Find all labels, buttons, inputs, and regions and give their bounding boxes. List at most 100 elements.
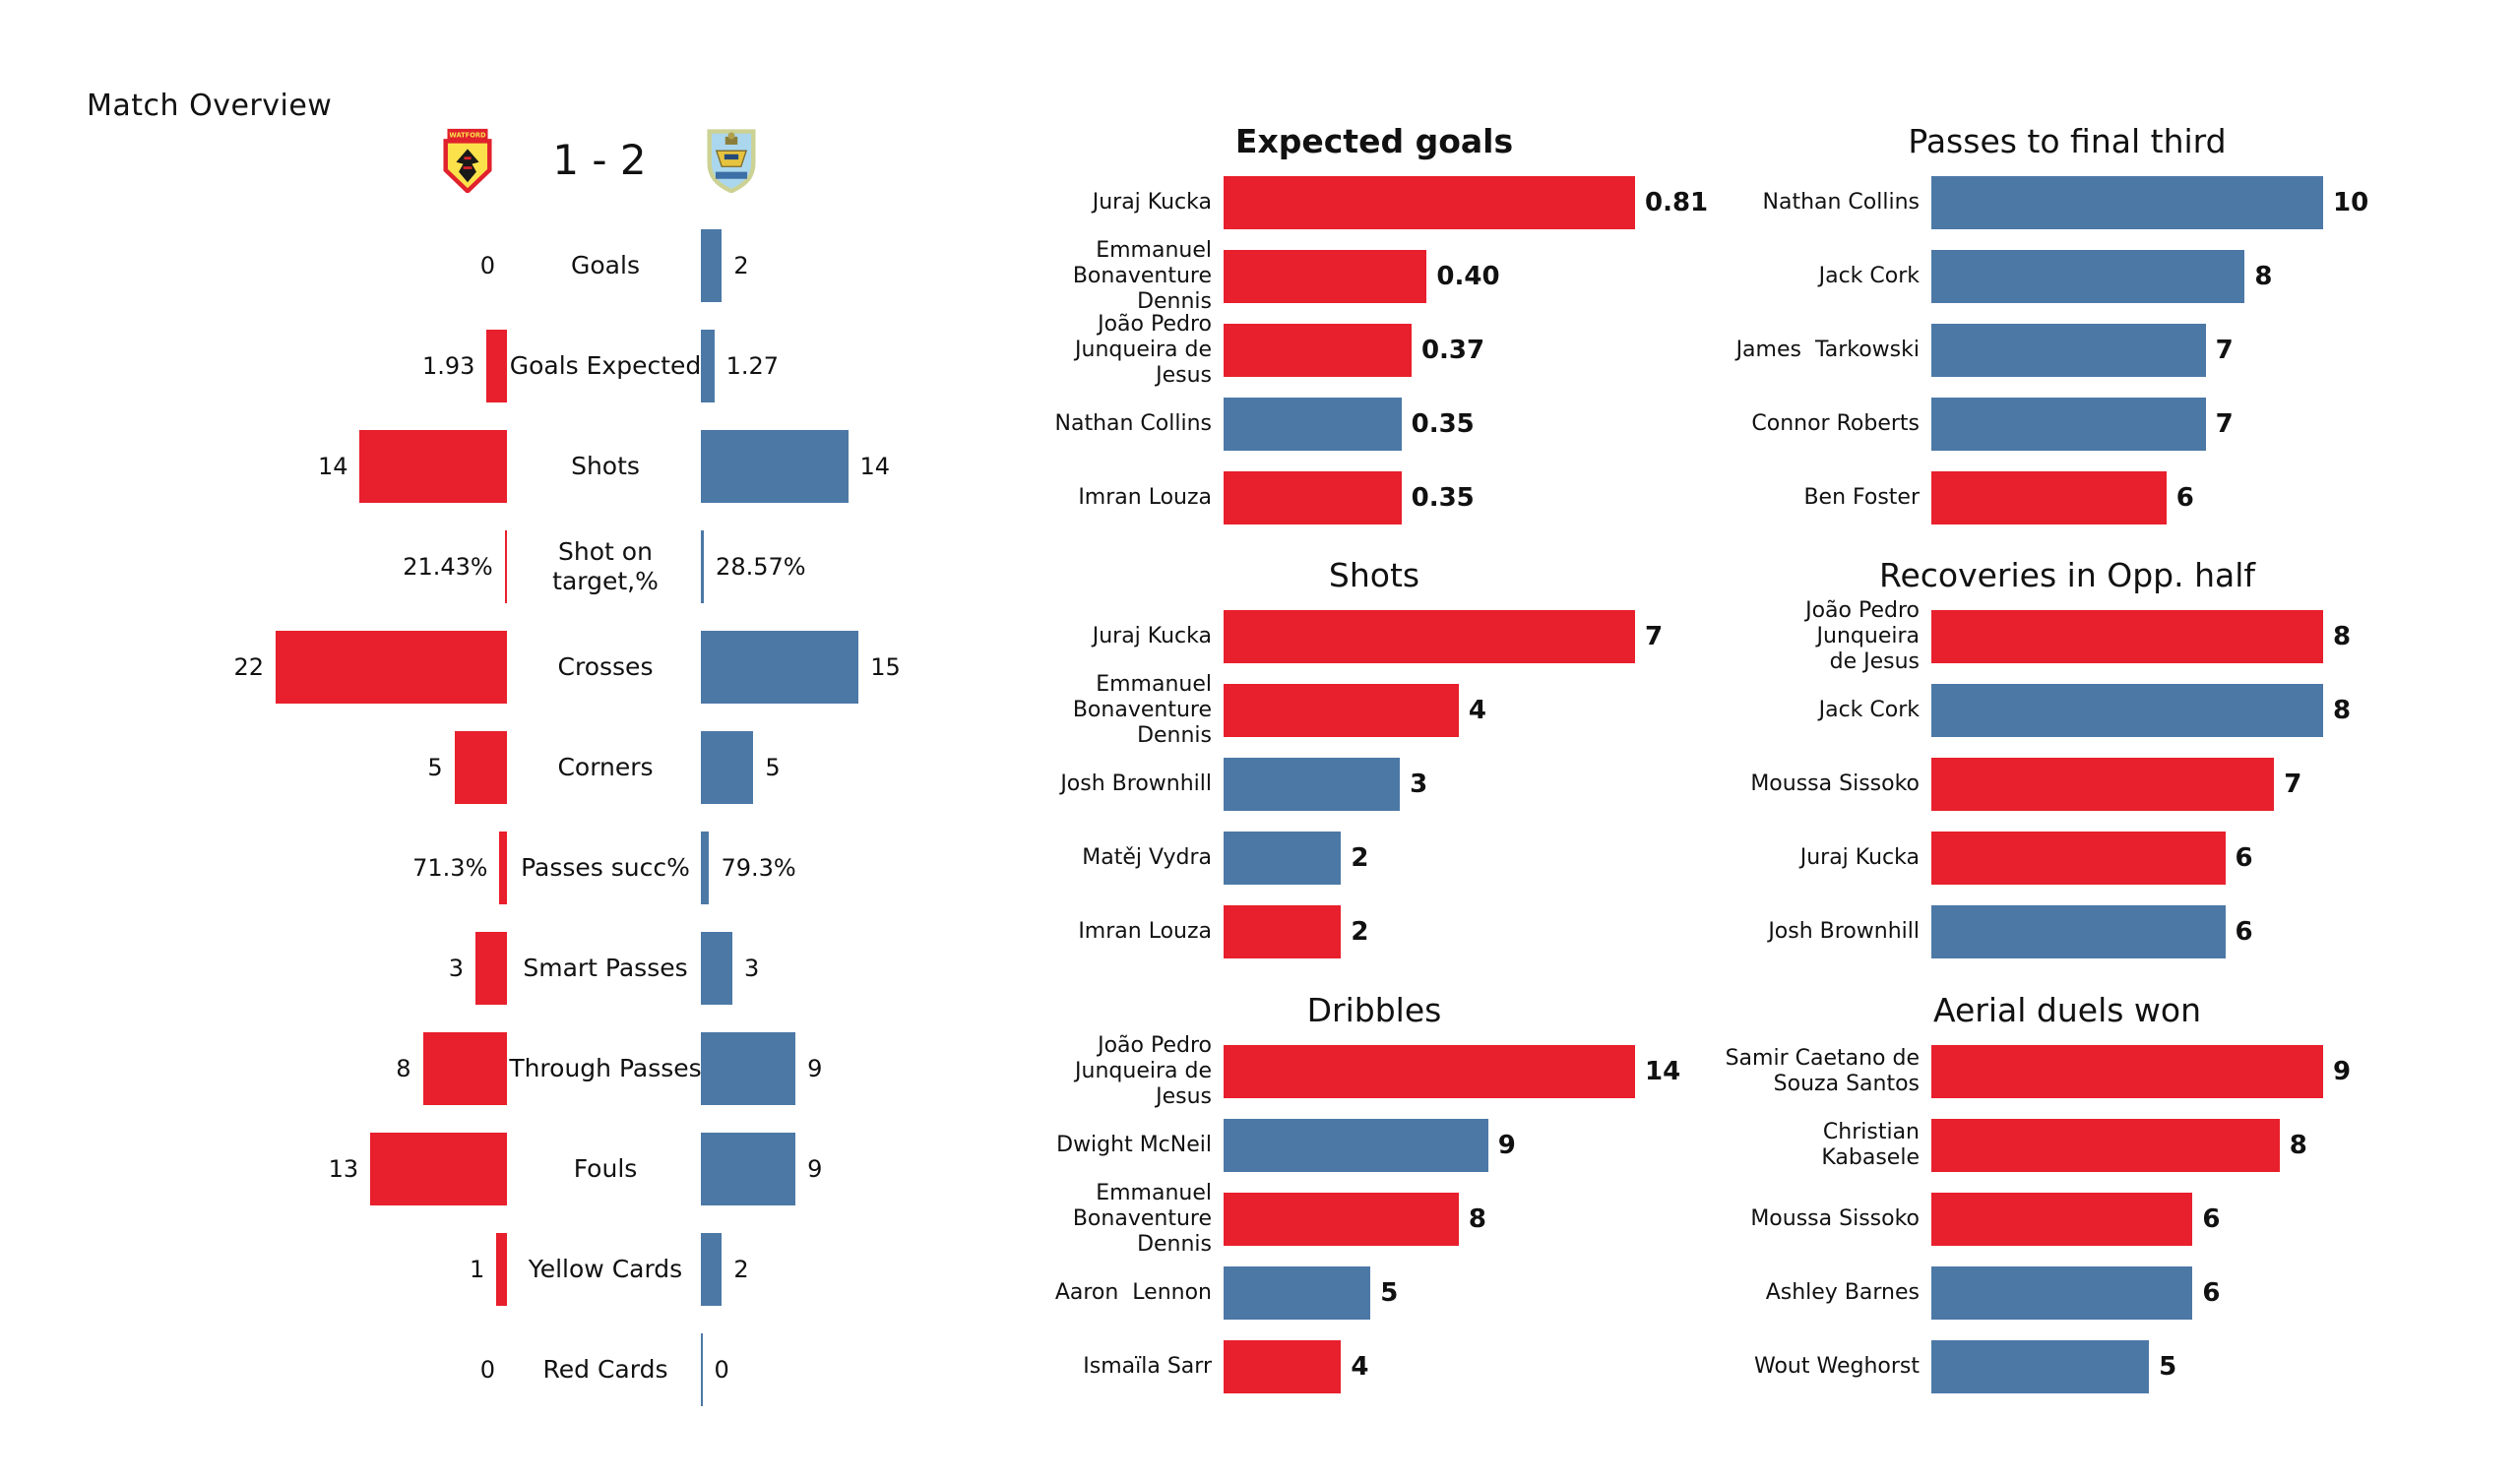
- value-label: 8: [2289, 1131, 2307, 1160]
- chart-expected_goals: Expected goals Juraj Kucka 0.81 Emmanuel…: [1014, 110, 1708, 548]
- player-label: Ben Foster: [1803, 485, 1920, 510]
- stat-label: Corners: [557, 753, 654, 781]
- player-bar: [1931, 758, 2275, 811]
- score-text: 1 - 2: [552, 136, 647, 184]
- away-value-label: 5: [765, 754, 781, 781]
- h2h-row: 1.93 Goals Expected 1.27: [0, 316, 994, 416]
- player-bar: [1224, 398, 1402, 451]
- stat-label: Shots: [571, 452, 640, 480]
- home-value-label: 22: [233, 653, 265, 681]
- player-label: Jack Cork: [1818, 698, 1920, 722]
- value-label: 9: [1497, 1131, 1516, 1160]
- player-label: Matěj Vydra: [1082, 845, 1212, 870]
- chart-passes_final_third: Passes to final third Nathan Collins 10 …: [1723, 110, 2490, 548]
- player-bar: [1931, 832, 2226, 885]
- player-label: Samir Caetano de Souza Santos: [1725, 1046, 1920, 1096]
- away-value-label: 0: [714, 1356, 729, 1384]
- home-stat-bar: [454, 731, 507, 804]
- stat-label: Through Passes: [509, 1054, 702, 1082]
- home-value-label: 14: [317, 453, 348, 480]
- h2h-row: 14 Shots 14: [0, 416, 994, 517]
- home-stat-bar: [370, 1133, 507, 1205]
- player-bar: [1931, 176, 2323, 229]
- value-label: 0.37: [1420, 336, 1485, 365]
- player-label: Ismaïla Sarr: [1083, 1354, 1212, 1379]
- away-stat-bar: [701, 731, 754, 804]
- value-label: 9: [2333, 1057, 2352, 1086]
- player-bar: [1931, 1119, 2280, 1172]
- chart-recoveries_opp_half: Recoveries in Opp. half João Pedro Junqu…: [1723, 544, 2490, 982]
- away-value-label: 15: [870, 653, 901, 681]
- h2h-row: 22 Crosses 15: [0, 617, 994, 717]
- stat-label: Fouls: [573, 1154, 638, 1183]
- h2h-row: 71.3% Passes succ% 79.3%: [0, 818, 994, 918]
- player-bar: [1224, 610, 1635, 663]
- chart-title: Shots: [1328, 556, 1420, 594]
- page-title: Match Overview: [87, 89, 333, 123]
- away-value-label: 9: [807, 1155, 823, 1183]
- player-bar: [1224, 471, 1402, 524]
- player-bar: [1224, 324, 1412, 377]
- h2h-row: 8 Through Passes 9: [0, 1018, 994, 1119]
- home-stat-bar: [474, 932, 507, 1005]
- home-value-label: 5: [427, 754, 443, 781]
- home-stat-bar: [486, 330, 507, 402]
- player-label: Imran Louza: [1078, 485, 1212, 510]
- away-value-label: 28.57%: [716, 553, 806, 581]
- h2h-row: 1 Yellow Cards 2: [0, 1219, 994, 1320]
- chart-title: Expected goals: [1234, 122, 1514, 160]
- player-bar: [1224, 684, 1459, 737]
- player-label: João Pedro Junqueira de Jesus: [1075, 1033, 1212, 1109]
- home-stat-bar: [504, 530, 507, 603]
- player-bar: [1931, 905, 2226, 958]
- value-label: 5: [2159, 1352, 2177, 1382]
- value-label: 0.81: [1645, 188, 1709, 217]
- away-stat-bar: [701, 530, 705, 603]
- h2h-row: 13 Fouls 9: [0, 1119, 994, 1219]
- away-stat-bar: [701, 330, 715, 402]
- value-label: 8: [2333, 696, 2352, 725]
- h2h-row: 0 Red Cards 0: [0, 1320, 994, 1420]
- player-label: Ashley Barnes: [1765, 1280, 1920, 1305]
- stat-label: Crosses: [557, 652, 654, 681]
- head-to-head-panel: 0 Goals 2 1.93 Goals Expected 1.27 14 Sh…: [0, 216, 994, 1420]
- home-value-label: 3: [448, 955, 464, 982]
- away-value-label: 2: [733, 252, 749, 279]
- value-label: 0.35: [1411, 483, 1475, 513]
- player-label: Juraj Kucka: [1092, 624, 1212, 648]
- home-value-label: 8: [396, 1055, 411, 1082]
- player-label: Moussa Sissoko: [1750, 1206, 1920, 1231]
- value-label: 8: [2333, 622, 2352, 651]
- away-stat-bar: [701, 832, 710, 904]
- away-stat-bar: [701, 932, 733, 1005]
- value-label: 8: [2254, 262, 2273, 291]
- value-label: 2: [1351, 917, 1369, 947]
- chart-title: Recoveries in Opp. half: [1879, 556, 2255, 594]
- player-bar: [1224, 250, 1427, 303]
- player-bar: [1931, 398, 2206, 451]
- player-bar: [1931, 1045, 2323, 1098]
- away-value-label: 1.27: [725, 352, 779, 380]
- value-label: 7: [2215, 409, 2234, 439]
- player-label: Moussa Sissoko: [1750, 771, 1920, 796]
- away-stat-bar: [701, 631, 859, 704]
- home-value-label: 13: [328, 1155, 359, 1183]
- player-bar: [1931, 1266, 2193, 1320]
- player-label: Emmanuel Bonaventure Dennis: [1072, 238, 1212, 314]
- value-label: 10: [2333, 188, 2369, 217]
- chart-dribbles: Dribbles João Pedro Junqueira de Jesus 1…: [1014, 979, 1703, 1417]
- home-stat-bar: [496, 1233, 507, 1306]
- player-label: Connor Roberts: [1751, 411, 1920, 436]
- away-stat-bar: [701, 229, 723, 302]
- player-bar: [1931, 1340, 2150, 1393]
- player-label: João Pedro Junqueira de Jesus: [1805, 598, 1920, 674]
- stat-label: Passes succ%: [521, 853, 690, 882]
- player-label: James Tarkowski: [1735, 338, 1920, 362]
- player-label: Emmanuel Bonaventure Dennis: [1072, 1181, 1212, 1257]
- player-bar: [1931, 1193, 2193, 1246]
- value-label: 4: [1468, 696, 1486, 725]
- value-label: 6: [2235, 843, 2253, 873]
- away-value-label: 2: [733, 1256, 749, 1283]
- stat-label: Yellow Cards: [528, 1255, 683, 1283]
